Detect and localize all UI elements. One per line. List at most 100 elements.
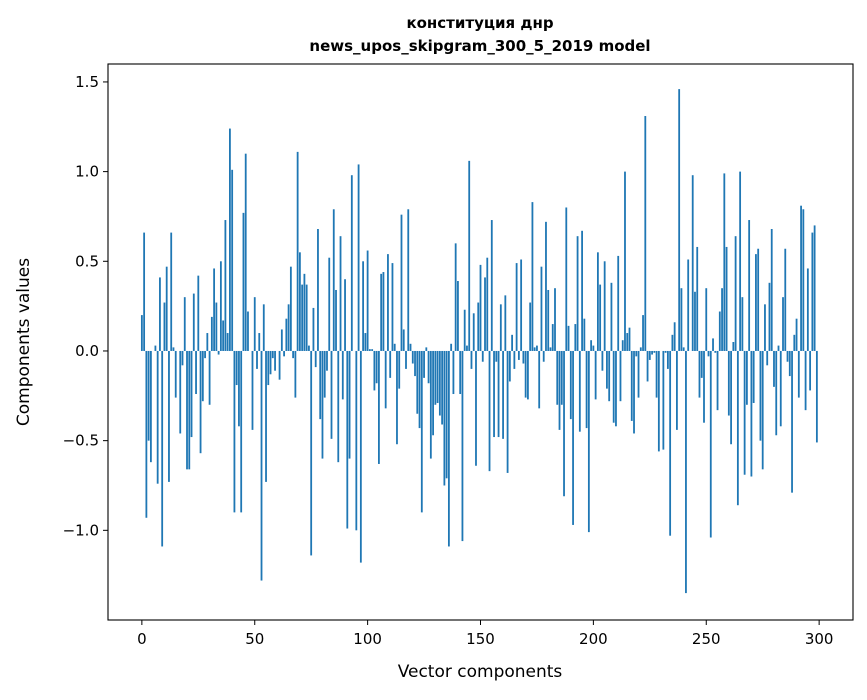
bar-2 <box>145 351 147 518</box>
bar-56 <box>267 351 269 385</box>
chart-subtitle: news_upos_skipgram_300_5_2019 model <box>309 37 650 55</box>
bar-75 <box>310 351 312 555</box>
bar-278 <box>769 283 771 351</box>
bar-246 <box>696 247 698 351</box>
bar-43 <box>238 351 240 426</box>
bar-104 <box>376 351 378 383</box>
bar-221 <box>640 347 642 351</box>
bar-265 <box>739 172 741 351</box>
bar-46 <box>245 154 247 351</box>
bar-17 <box>179 351 181 434</box>
bar-122 <box>416 351 418 414</box>
bar-292 <box>800 206 802 351</box>
bar-47 <box>247 312 249 351</box>
bar-167 <box>518 351 520 360</box>
bar-179 <box>545 222 547 351</box>
bar-215 <box>626 333 628 351</box>
bar-229 <box>658 351 660 451</box>
bar-13 <box>170 233 172 351</box>
bar-188 <box>565 207 567 350</box>
bar-143 <box>464 310 466 351</box>
bar-164 <box>511 335 513 351</box>
bar-67 <box>292 351 294 358</box>
bar-171 <box>527 351 529 399</box>
bar-242 <box>687 259 689 350</box>
bar-249 <box>703 351 705 423</box>
bar-101 <box>369 349 371 351</box>
bar-71 <box>301 285 303 351</box>
bar-297 <box>811 233 813 351</box>
bar-32 <box>213 268 215 351</box>
bar-14 <box>173 347 175 351</box>
bar-20 <box>186 351 188 469</box>
bar-57 <box>270 351 272 374</box>
bar-134 <box>443 351 445 486</box>
bar-145 <box>468 161 470 351</box>
x-tick-label: 200 <box>579 630 608 648</box>
bar-49 <box>252 351 254 430</box>
bar-224 <box>647 351 649 381</box>
bar-25 <box>197 276 199 351</box>
bar-261 <box>730 351 732 444</box>
bar-256 <box>719 312 721 351</box>
bar-91 <box>346 351 348 529</box>
bar-6 <box>155 346 157 351</box>
bar-258 <box>723 173 725 351</box>
bar-24 <box>195 351 197 394</box>
bar-197 <box>586 351 588 428</box>
bar-225 <box>649 351 651 360</box>
bar-147 <box>473 313 475 351</box>
bar-161 <box>504 295 506 351</box>
y-tick-label: 1.5 <box>75 73 99 91</box>
bar-103 <box>373 351 375 390</box>
bar-178 <box>543 351 545 362</box>
bar-10 <box>164 303 166 351</box>
bar-69 <box>297 152 299 351</box>
bar-273 <box>757 249 759 351</box>
bar-192 <box>574 324 576 351</box>
bar-263 <box>735 236 737 351</box>
bar-214 <box>624 172 626 351</box>
bar-152 <box>484 277 486 351</box>
bar-86 <box>335 290 337 351</box>
bar-138 <box>453 351 455 394</box>
bar-199 <box>590 340 592 351</box>
bar-245 <box>694 292 696 351</box>
y-tick-label: −0.5 <box>63 432 99 450</box>
bar-216 <box>629 328 631 351</box>
bar-97 <box>360 351 362 563</box>
bar-139 <box>455 243 457 351</box>
bar-19 <box>184 297 186 351</box>
bar-105 <box>378 351 380 464</box>
bar-174 <box>534 347 536 351</box>
bar-72 <box>304 274 306 351</box>
bar-298 <box>814 225 816 351</box>
bar-165 <box>513 351 515 369</box>
bar-123 <box>419 351 421 428</box>
x-tick-label: 50 <box>245 630 264 648</box>
bar-96 <box>358 164 360 351</box>
y-axis: −1.0−0.50.00.51.01.5 <box>63 73 108 539</box>
bar-158 <box>498 351 500 437</box>
bar-163 <box>509 351 511 381</box>
bar-186 <box>561 351 563 405</box>
bar-162 <box>507 351 509 473</box>
bar-268 <box>746 351 748 405</box>
bar-18 <box>182 351 184 365</box>
bar-92 <box>349 351 351 459</box>
bar-286 <box>787 351 789 362</box>
bar-93 <box>351 175 353 351</box>
bar-267 <box>744 351 746 475</box>
bar-210 <box>615 351 617 426</box>
bar-99 <box>364 333 366 351</box>
bar-129 <box>432 351 434 435</box>
bar-63 <box>283 351 285 356</box>
bar-295 <box>807 268 809 351</box>
bar-264 <box>737 351 739 505</box>
bar-55 <box>265 351 267 482</box>
bar-62 <box>281 329 283 351</box>
bar-76 <box>313 308 315 351</box>
bar-8 <box>159 277 161 351</box>
bar-238 <box>678 89 680 351</box>
